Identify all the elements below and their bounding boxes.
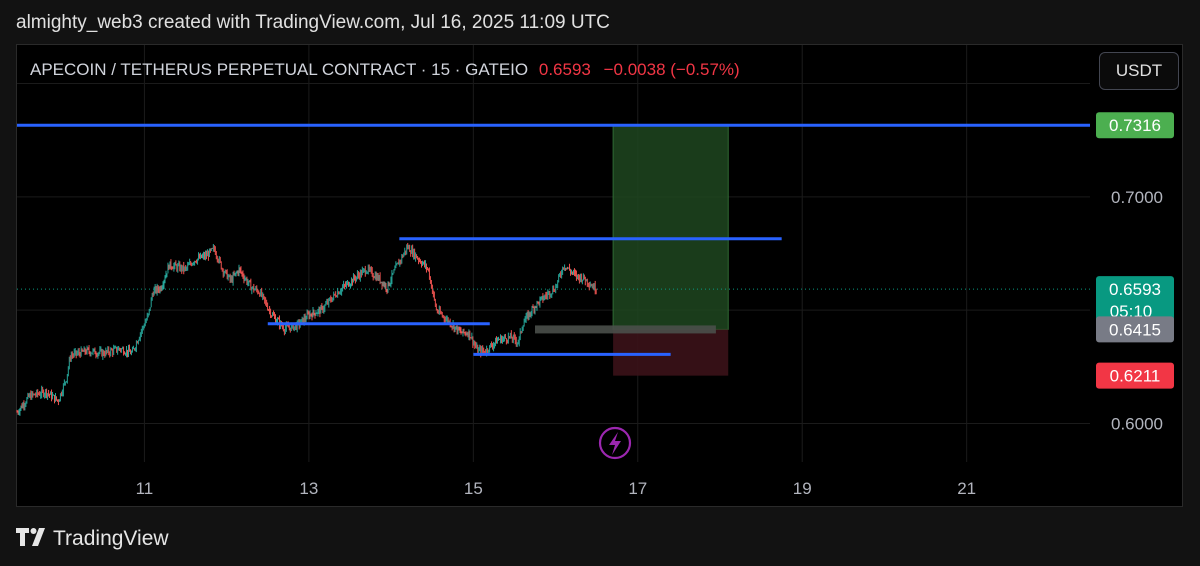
price-tag-label: 0.6211 [1110, 367, 1161, 386]
tradingview-logo-icon [16, 528, 45, 546]
last-price: 0.6593 [538, 60, 591, 79]
price-tag-label: 0.6415 [1109, 320, 1161, 339]
lightning-alert-icon[interactable] [598, 426, 632, 460]
x-tick-label: 19 [793, 479, 812, 498]
alert-icon-ring [598, 426, 632, 460]
x-tick-label: 11 [136, 479, 154, 498]
price-change: −0.0038 (−0.57%) [603, 60, 740, 79]
x-tick-label: 13 [299, 479, 318, 498]
symbol-legend[interactable]: APECOIN / TETHERUS PERPETUAL CONTRACT · … [30, 60, 740, 80]
currency-button[interactable]: USDT [1099, 52, 1179, 90]
lightning-bolt-icon [609, 432, 621, 455]
price-tag-box [1096, 362, 1174, 389]
price-tag-box [1096, 112, 1174, 139]
price-tag-box [1096, 316, 1174, 343]
tradingview-brand: TradingView [53, 527, 169, 550]
entry-bar [535, 325, 716, 334]
candles [16, 242, 597, 416]
target-zone [612, 124, 729, 330]
price-tag-countdown: 05:10 [1110, 302, 1153, 321]
symbol-title: APECOIN / TETHERUS PERPETUAL CONTRACT · … [30, 60, 529, 79]
grid [17, 45, 1090, 462]
x-tick-label: 21 [957, 479, 976, 498]
stop-zone [613, 329, 729, 376]
price-tag-label: 0.6593 [1109, 280, 1161, 299]
chart-header: almighty_web3 created with TradingView.c… [0, 0, 1200, 44]
author-caption: almighty_web3 created with TradingView.c… [16, 12, 610, 33]
footer-bar [0, 507, 1200, 566]
chart-frame[interactable] [16, 44, 1183, 507]
y-tick-label: 0.7000 [1111, 188, 1163, 207]
y-tick-label: 0.6000 [1111, 414, 1163, 433]
price-tag-box [1096, 276, 1174, 325]
x-tick-label: 15 [464, 479, 483, 498]
x-tick-label: 17 [628, 479, 647, 498]
price-tag-label: 0.7316 [1109, 116, 1161, 135]
